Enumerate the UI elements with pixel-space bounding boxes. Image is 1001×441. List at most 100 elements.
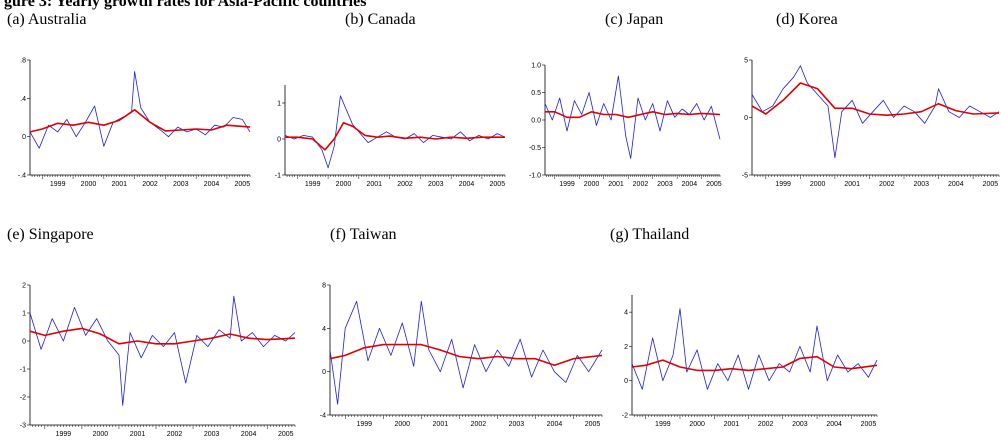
growth-series-line [751, 65, 1000, 159]
growth-series-line [29, 71, 251, 149]
x-tick-label: 2002 [397, 181, 413, 188]
panel-label-australia: (a) Australia [7, 11, 87, 28]
x-tick-label: 2000 [336, 181, 352, 188]
trend-line [631, 355, 878, 372]
y-tick-label: -5 [742, 173, 748, 180]
growth-series-line [631, 308, 878, 390]
x-tick-label: 2003 [204, 431, 220, 438]
x-tick-label: 2005 [235, 181, 251, 188]
x-tick-label: 2004 [682, 181, 698, 188]
x-tick-label: 1999 [56, 431, 72, 438]
x-tick-label: 2002 [142, 181, 158, 188]
x-tick-label: 2004 [241, 431, 257, 438]
x-tick-label: 2005 [278, 431, 294, 438]
x-tick-label: 2001 [724, 421, 740, 428]
y-tick-label: -0.5 [529, 145, 541, 152]
x-tick-label: 2002 [879, 181, 895, 188]
x-tick-label: 2003 [173, 181, 189, 188]
trend-line [29, 108, 251, 133]
panel-label-japan: (c) Japan [605, 11, 664, 28]
x-tick-label: 2005 [706, 181, 722, 188]
x-tick-label: 2000 [689, 421, 705, 428]
y-tick-label: 0 [322, 369, 326, 376]
y-tick-label: 0 [277, 137, 281, 144]
chart-taiwan: 8 4 0 -4 1999 2000 2001 2002 2003 2004 2005 [320, 283, 603, 428]
y-tick-label: 0 [22, 134, 26, 141]
x-tick-label: 2003 [428, 181, 444, 188]
x-tick-label: 2005 [861, 421, 877, 428]
x-tick-label: 2001 [366, 181, 382, 188]
x-tick-label: 2000 [810, 181, 826, 188]
x-tick-label: 2001 [111, 181, 127, 188]
x-tick-label: 2002 [633, 181, 649, 188]
y-tick-label: 1 [22, 311, 26, 318]
x-tick-label: 2005 [585, 421, 601, 428]
y-tick-label: -3 [20, 423, 26, 430]
x-tick-label: 2004 [459, 181, 475, 188]
y-tick-label: 5 [744, 58, 748, 65]
x-tick-label: 2003 [509, 421, 525, 428]
y-tick-label: 0 [624, 378, 628, 385]
x-tick-label: 1999 [305, 181, 321, 188]
panel-label-thailand: (g) Thailand [610, 226, 690, 243]
x-tick-label: 2004 [204, 181, 220, 188]
chart-korea: 5 0 -5 1999 2000 2001 2002 2003 2004 2005 [742, 58, 1000, 188]
y-tick-label: 4 [322, 326, 326, 333]
y-tick-label: 8 [322, 283, 326, 290]
x-tick-label: 2005 [490, 181, 506, 188]
x-tick-label: 2004 [948, 181, 964, 188]
y-tick-label: -.4 [18, 173, 26, 180]
x-tick-label: 2003 [792, 421, 808, 428]
x-tick-label: 2003 [913, 181, 929, 188]
x-tick-label: 2001 [130, 431, 146, 438]
y-tick-label: .8 [20, 58, 26, 65]
x-tick-label: 1999 [559, 181, 575, 188]
x-tick-label: 2000 [584, 181, 600, 188]
x-tick-label: 2000 [93, 431, 109, 438]
x-tick-label: 2003 [657, 181, 673, 188]
x-tick-label: 2002 [471, 421, 487, 428]
y-tick-label: 2 [624, 344, 628, 351]
y-tick-label: 1 [277, 101, 281, 108]
trend-line [285, 121, 505, 151]
x-tick-label: 2002 [167, 431, 183, 438]
x-tick-label: 1999 [655, 421, 671, 428]
y-tick-label: 0.0 [531, 118, 541, 125]
x-tick-label: 1999 [356, 421, 372, 428]
y-tick-label: 0.5 [531, 90, 541, 97]
trend-line [545, 110, 721, 119]
x-tick-label: 2002 [758, 421, 774, 428]
y-tick-label: 0 [744, 115, 748, 122]
y-tick-label: -2 [622, 413, 628, 420]
trend-line [751, 82, 1000, 117]
x-tick-label: 2004 [826, 421, 842, 428]
x-tick-label: 2004 [547, 421, 563, 428]
y-tick-label: -2 [20, 395, 26, 402]
x-tick-label: 2001 [433, 421, 449, 428]
x-tick-label: 2000 [394, 421, 410, 428]
y-tick-label: 0 [22, 339, 26, 346]
x-tick-label: 2001 [844, 181, 860, 188]
x-tick-label: 1999 [775, 181, 791, 188]
panel-label-singapore: (e) Singapore [7, 226, 94, 243]
x-tick-label: 2000 [81, 181, 97, 188]
chart-canada: 1 0 -1 1999 2000 2001 2002 2003 2004 2005 [275, 85, 506, 188]
y-tick-label: 1.0 [531, 63, 541, 70]
trend-line [329, 343, 603, 366]
x-tick-label: 1999 [50, 181, 66, 188]
y-tick-label: .4 [20, 96, 26, 103]
chart-japan: 1.0 0.5 0.0 -0.5 -1.0 1999 2000 2001 2002 2003 200… [529, 63, 722, 189]
trend-line [29, 327, 296, 345]
chart-australia: .8 .4 0 -.4 1999 2000 2001 2002 2003 2004 2005 [18, 58, 251, 188]
growth-series-line [329, 300, 603, 405]
panel-label-korea: (d) Korea [776, 11, 838, 28]
y-tick-label: -1 [20, 367, 26, 374]
y-tick-label: 2 [22, 283, 26, 290]
chart-singapore: 2 1 0 -1 -2 -3 1999 2000 2001 2002 2003 2004 2005 [20, 283, 296, 438]
growth-series-line [284, 95, 506, 169]
x-tick-label: 2001 [608, 181, 624, 188]
panel-label-canada: (b) Canada [345, 11, 416, 28]
y-tick-label: -1.0 [529, 173, 541, 180]
y-tick-label: -1 [275, 173, 281, 180]
figure-caption: gure 3: Yearly growth rates for Asia-Pac… [4, 0, 367, 10]
